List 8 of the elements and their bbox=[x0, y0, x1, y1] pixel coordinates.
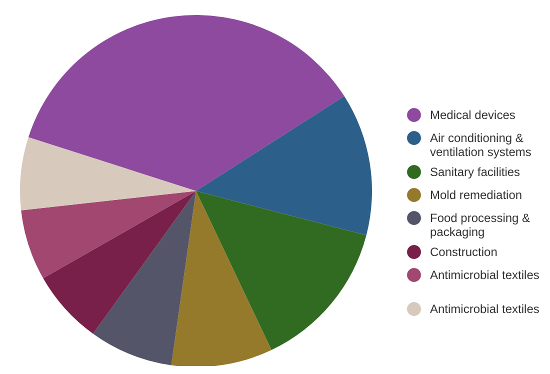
legend-label: Sanitary facilities bbox=[430, 165, 520, 179]
legend-label: Air conditioning & ventilation systems bbox=[430, 131, 532, 159]
legend-label: Medical devices bbox=[430, 108, 516, 122]
legend-label: Mold remediation bbox=[430, 188, 522, 202]
legend-label: Antimicrobial textiles bbox=[430, 302, 540, 316]
legend-label: Construction bbox=[430, 245, 498, 259]
legend-label: Antimicrobial textiles bbox=[430, 268, 540, 282]
legend-label: Food processing & packaging bbox=[430, 211, 534, 239]
